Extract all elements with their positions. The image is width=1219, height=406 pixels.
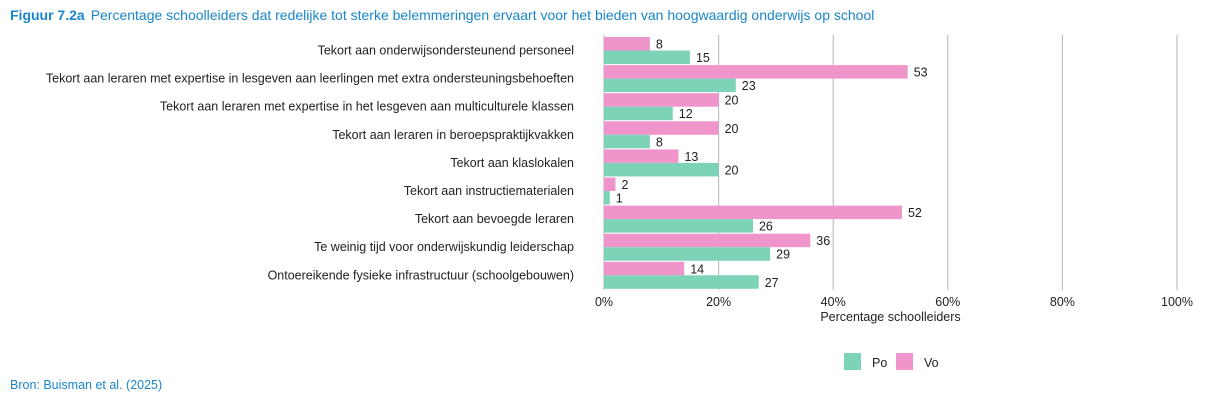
legend-swatch-vo xyxy=(896,353,913,370)
bar-vo xyxy=(604,261,685,276)
bar-vo xyxy=(604,93,719,107)
source-note: Bron: Buisman et al. (2025) xyxy=(10,378,163,392)
category-label: Tekort aan onderwijsondersteunend person… xyxy=(318,44,574,58)
bar-po xyxy=(604,191,610,205)
bar-vo xyxy=(604,37,650,51)
x-tick-label: 100% xyxy=(1161,295,1193,309)
x-tick-label: 60% xyxy=(935,295,960,309)
x-tick-label: 40% xyxy=(821,295,846,309)
bar-vo xyxy=(604,65,908,79)
legend-swatch-po xyxy=(844,353,861,370)
bar-po xyxy=(604,275,759,289)
category-label: Ontoereikende fysieke infrastructuur (sc… xyxy=(268,268,574,282)
bar-po xyxy=(604,50,690,64)
bar-po xyxy=(604,134,650,149)
data-label-vo: 36 xyxy=(816,234,830,248)
bar-po xyxy=(604,106,673,121)
category-label: Te weinig tijd voor onderwijskundig leid… xyxy=(314,240,574,254)
bar-vo xyxy=(604,233,811,248)
data-label-vo: 53 xyxy=(914,66,928,80)
data-label-po: 23 xyxy=(742,79,756,93)
data-label-po: 27 xyxy=(765,276,779,290)
data-label-vo: 8 xyxy=(656,38,663,52)
category-label: Tekort aan klaslokalen xyxy=(450,156,574,170)
data-label-po: 20 xyxy=(725,163,739,177)
category-label: Tekort aan leraren in beroepspraktijkvak… xyxy=(332,128,574,142)
x-tick-label: 0% xyxy=(595,295,613,309)
bar-vo xyxy=(604,121,719,135)
data-label-vo: 20 xyxy=(725,94,739,108)
bar-vo xyxy=(604,149,679,163)
data-label-vo: 13 xyxy=(684,150,698,164)
figure-number: Figuur 7.2a xyxy=(10,7,85,23)
legend-label-vo: Vo xyxy=(924,356,939,370)
bar-po xyxy=(604,247,771,261)
data-label-vo: 52 xyxy=(908,206,922,220)
data-label-po: 1 xyxy=(616,192,623,206)
figure-title: Figuur 7.2a Percentage schoolleiders dat … xyxy=(10,7,874,23)
data-label-vo: 2 xyxy=(621,178,628,192)
data-label-po: 15 xyxy=(696,51,710,65)
bar-vo xyxy=(604,177,616,191)
data-label-po: 12 xyxy=(679,107,693,121)
data-label-po: 26 xyxy=(759,220,773,234)
x-tick-label: 80% xyxy=(1050,295,1075,309)
bar-po xyxy=(604,162,719,177)
data-label-po: 29 xyxy=(776,248,790,262)
legend-label-po: Po xyxy=(872,356,887,370)
bar-po xyxy=(604,78,736,93)
category-label: Tekort aan leraren met expertise in het … xyxy=(160,100,574,114)
category-label: Tekort aan instructiematerialen xyxy=(404,184,574,198)
category-label: Tekort aan bevoegde leraren xyxy=(415,212,574,226)
data-label-vo: 20 xyxy=(725,122,739,136)
x-tick-label: 20% xyxy=(706,295,731,309)
figure-title-text: Percentage schoolleiders dat redelijke t… xyxy=(90,7,875,23)
bar-vo xyxy=(604,205,902,220)
bar-po xyxy=(604,219,753,233)
x-axis-title: Percentage schoolleiders xyxy=(820,310,960,324)
data-label-vo: 14 xyxy=(690,262,704,276)
data-label-po: 8 xyxy=(656,135,663,149)
category-label: Tekort aan leraren met expertise in lesg… xyxy=(46,72,574,86)
